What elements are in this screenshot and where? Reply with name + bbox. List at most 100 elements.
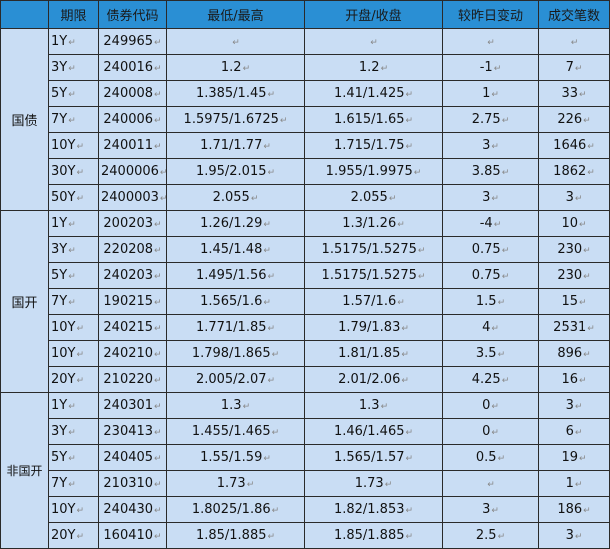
paragraph-mark-icon: ↵ (154, 350, 162, 360)
cell-change: ↵ (442, 470, 539, 497)
cell-code: 2400006↵ (98, 158, 167, 185)
cell-term-value: 10Y (51, 346, 76, 361)
cell-term-value: 7Y (51, 112, 68, 127)
cell-code: 240210↵ (98, 340, 167, 367)
table-row: 5Y↵ 240008↵ 1.385/1.45↵ 1.41/1.425↵ 1↵ 33↵ (1, 80, 610, 107)
cell-range: 1.771/1.85↵ (166, 314, 305, 341)
cell-open-close-value: 1.955/1.9975 (325, 164, 413, 179)
cell-change-value: 4 (482, 320, 491, 335)
cell-range-value: 1.565/1.6 (200, 294, 263, 309)
paragraph-mark-icon: ↵ (68, 454, 76, 464)
cell-open-close: 2.055↵ (304, 184, 443, 211)
cell-term: 10Y↵ (48, 340, 99, 367)
cell-term: 5Y↵ (48, 444, 99, 471)
cell-change-value: 3 (482, 138, 491, 153)
paragraph-mark-icon: ↵ (154, 38, 162, 48)
table-row: 3Y↵ 220208↵ 1.45/1.48↵ 1.5175/1.5275↵ 0.75↵ 2… (1, 236, 610, 263)
cell-code: 240215↵ (98, 314, 167, 341)
cell-volume-value: 1646 (553, 138, 587, 153)
paragraph-mark-icon: ↵ (579, 376, 587, 386)
paragraph-mark-icon: ↵ (405, 142, 414, 152)
cell-change-value: -1 (479, 60, 493, 75)
cell-code-value: 240405 (103, 450, 154, 465)
paragraph-mark-icon: ↵ (267, 272, 276, 282)
cell-code: 210310↵ (98, 470, 167, 497)
cell-change-value: 0.75 (471, 242, 501, 257)
paragraph-mark-icon: ↵ (154, 532, 162, 542)
paragraph-mark-icon: ↵ (583, 350, 591, 360)
cell-code: 190215↵ (98, 288, 167, 315)
cell-term: 1Y↵ (48, 210, 99, 237)
paragraph-mark-icon: ↵ (68, 116, 76, 126)
cell-volume: 230↵ (538, 236, 610, 263)
cell-change: 1↵ (442, 80, 539, 107)
paragraph-mark-icon: ↵ (501, 116, 510, 126)
cell-term-value: 3Y (51, 60, 68, 75)
cell-range: 1.385/1.45↵ (166, 80, 305, 107)
paragraph-mark-icon: ↵ (491, 90, 499, 100)
cell-volume-value: 896 (557, 346, 583, 361)
group-label: 国开 (0, 210, 49, 393)
cell-term: 3Y↵ (48, 418, 99, 445)
cell-open-close: 1.2↵ (304, 54, 443, 81)
paragraph-mark-icon: ↵ (417, 272, 426, 282)
paragraph-mark-icon: ↵ (501, 168, 510, 178)
cell-volume-value: 15 (561, 294, 578, 309)
paragraph-mark-icon: ↵ (76, 376, 85, 386)
paragraph-mark-icon: ↵ (587, 142, 595, 152)
cell-change: 0.75↵ (442, 236, 539, 263)
table-row: 20Y↵ 210220↵ 2.005/2.07↵ 2.01/2.06↵ 4.25↵ 16↵ (1, 366, 610, 393)
cell-code-value: 240203 (103, 268, 154, 283)
cell-volume: 1↵ (538, 470, 610, 497)
cell-change: -4↵ (442, 210, 539, 237)
cell-open-close: 1.5175/1.5275↵ (304, 262, 443, 289)
paragraph-mark-icon: ↵ (271, 428, 280, 438)
cell-term-value: 20Y (51, 372, 76, 387)
cell-volume-value: 3 (565, 528, 574, 543)
cell-change-value: 3 (482, 190, 491, 205)
cell-change-value: 3 (482, 502, 491, 517)
cell-term-value: 7Y (51, 476, 68, 491)
cell-change: 4.25↵ (442, 366, 539, 393)
cell-volume-value: 1 (565, 476, 574, 491)
cell-code-value: 210310 (103, 476, 154, 491)
paragraph-mark-icon: ↵ (154, 298, 162, 308)
paragraph-mark-icon: ↵ (76, 532, 85, 542)
cell-open-close: 2.01/2.06↵ (304, 366, 443, 393)
cell-open-close-value: 1.2 (358, 60, 380, 75)
cell-change-value: 2.75 (471, 112, 501, 127)
paragraph-mark-icon: ↵ (154, 506, 162, 516)
cell-volume: 16↵ (538, 366, 610, 393)
cell-code: 240301↵ (98, 392, 167, 419)
cell-volume-value: 230 (557, 268, 583, 283)
cell-change-value: 1.5 (475, 294, 497, 309)
paragraph-mark-icon: ↵ (401, 324, 409, 334)
cell-range-value: 1.26/1.29 (200, 216, 263, 231)
cell-term-value: 7Y (51, 294, 68, 309)
paragraph-mark-icon: ↵ (401, 376, 409, 386)
cell-range-value: 1.55/1.59 (200, 450, 263, 465)
cell-open-close: 1.41/1.425↵ (304, 80, 443, 107)
paragraph-mark-icon: ↵ (154, 272, 162, 282)
cell-change-value: 3.85 (471, 164, 501, 179)
cell-range: 1.55/1.59↵ (166, 444, 305, 471)
paragraph-mark-icon: ↵ (154, 428, 162, 438)
cell-term-value: 20Y (51, 528, 76, 543)
paragraph-mark-icon: ↵ (242, 402, 251, 412)
cell-range: 1.455/1.465↵ (166, 418, 305, 445)
cell-term: 10Y↵ (48, 132, 99, 159)
paragraph-mark-icon: ↵ (491, 142, 499, 152)
cell-code: 249965↵ (98, 28, 167, 55)
paragraph-mark-icon: ↵ (587, 168, 595, 178)
cell-term: 7Y↵ (48, 470, 99, 497)
paragraph-mark-icon: ↵ (491, 324, 499, 334)
cell-term: 20Y↵ (48, 522, 99, 549)
cell-range-value: 1.85/1.885 (195, 528, 267, 543)
cell-open-close: 1.3/1.26↵ (304, 210, 443, 237)
cell-open-close-value: 1.73 (354, 476, 384, 491)
cell-volume: 2531↵ (538, 314, 610, 341)
cell-code: 240011↵ (98, 132, 167, 159)
cell-change: 4↵ (442, 314, 539, 341)
cell-range-value: 1.95/2.015 (195, 164, 267, 179)
